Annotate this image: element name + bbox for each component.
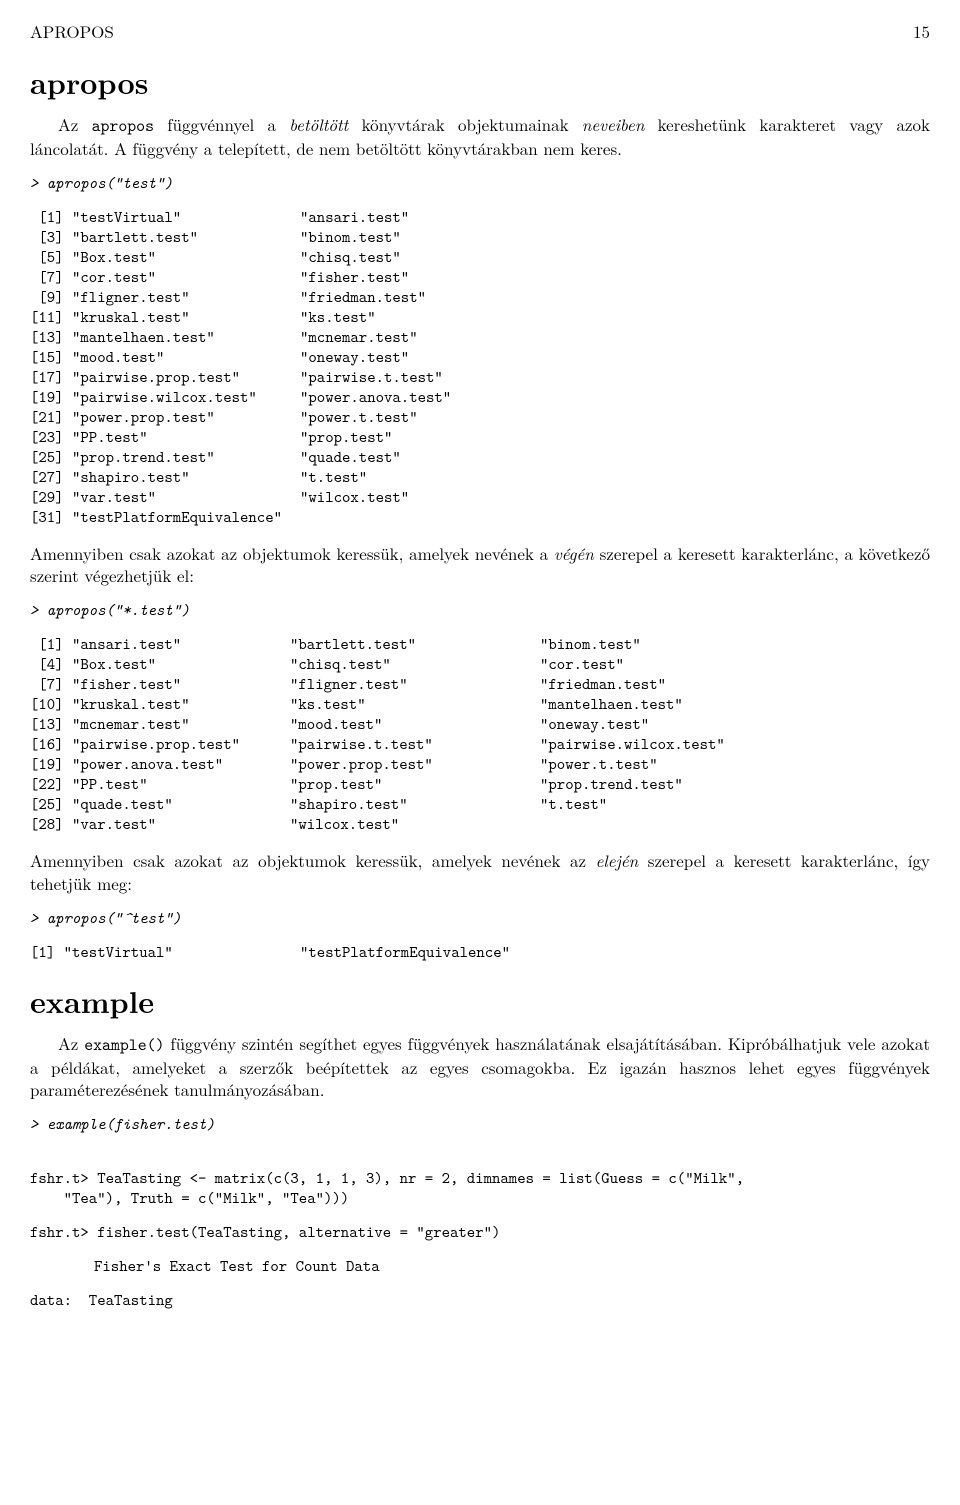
code-output-example-4: data: TeaTasting bbox=[30, 1291, 930, 1311]
table-cell: "oneway.test" bbox=[300, 348, 930, 368]
code-output-example-1: fshr.t> TeaTasting <- matrix(c(3, 1, 1, … bbox=[30, 1149, 930, 1209]
para-apropos-prefix: Amennyiben csak azokat az objektumok ker… bbox=[30, 849, 930, 893]
code-cmd-apropos-2: > apropos("*.test") bbox=[30, 601, 930, 621]
table-cell: [7] "cor.test" bbox=[30, 268, 300, 288]
table-cell: "friedman.test" bbox=[540, 675, 930, 695]
table-cell: "pairwise.wilcox.test" bbox=[540, 735, 930, 755]
out3-left: [1] "testVirtual" bbox=[30, 943, 300, 963]
table-cell: [15] "mood.test" bbox=[30, 348, 300, 368]
table-cell: [27] "shapiro.test" bbox=[30, 468, 300, 488]
table-cell: "cor.test" bbox=[540, 655, 930, 675]
table-cell: [21] "power.prop.test" bbox=[30, 408, 300, 428]
table-cell: [16] "pairwise.prop.test" bbox=[30, 735, 290, 755]
code-output-example-3: Fisher's Exact Test for Count Data bbox=[30, 1257, 930, 1277]
table-cell: [25] "prop.trend.test" bbox=[30, 448, 300, 468]
table-cell: "mantelhaen.test" bbox=[540, 695, 930, 715]
table-cell: "oneway.test" bbox=[540, 715, 930, 735]
table-cell: "shapiro.test" bbox=[290, 795, 540, 815]
output-table-1: [1] "testVirtual""ansari.test" [3] "bart… bbox=[30, 208, 930, 528]
table-cell: [29] "var.test" bbox=[30, 488, 300, 508]
table-cell: [13] "mantelhaen.test" bbox=[30, 328, 300, 348]
section-title-apropos: apropos bbox=[30, 62, 930, 101]
table-cell: "fligner.test" bbox=[290, 675, 540, 695]
table-cell: [3] "bartlett.test" bbox=[30, 228, 300, 248]
table-cell: [1] "ansari.test" bbox=[30, 635, 290, 655]
code-line: fshr.t> fisher.test(TeaTasting, alternat… bbox=[30, 1222, 500, 1243]
table-cell: "bartlett.test" bbox=[290, 635, 540, 655]
table-cell: "wilcox.test" bbox=[290, 815, 540, 835]
table-cell: [11] "kruskal.test" bbox=[30, 308, 300, 328]
table-cell: "ks.test" bbox=[290, 695, 540, 715]
table-cell: "fisher.test" bbox=[300, 268, 930, 288]
page-header: APROPOS 15 bbox=[30, 20, 930, 42]
code-cmd-example-1: > example(fisher.test) bbox=[30, 1115, 930, 1135]
output-table-3: [1] "testVirtual""testPlatformEquivalenc… bbox=[30, 943, 930, 963]
table-cell: [25] "quade.test" bbox=[30, 795, 290, 815]
table-cell: "binom.test" bbox=[300, 228, 930, 248]
para-apropos-intro: Az apropos függvénnyel a betöltött könyv… bbox=[30, 113, 930, 159]
table-cell: [19] "power.anova.test" bbox=[30, 755, 290, 775]
code-line: fshr.t> TeaTasting <- matrix(c(3, 1, 1, … bbox=[30, 1168, 744, 1189]
table-cell bbox=[540, 815, 930, 835]
table-cell: "power.t.test" bbox=[300, 408, 930, 428]
table-cell: "chisq.test" bbox=[300, 248, 930, 268]
table-cell: "friedman.test" bbox=[300, 288, 930, 308]
table-cell: [31] "testPlatformEquivalence" bbox=[30, 508, 300, 528]
code-line: Fisher's Exact Test for Count Data bbox=[94, 1256, 380, 1277]
code-output-example-2: fshr.t> fisher.test(TeaTasting, alternat… bbox=[30, 1223, 930, 1243]
code-line: "Tea"), Truth = c("Milk", "Tea"))) bbox=[30, 1188, 349, 1209]
table-cell: [28] "var.test" bbox=[30, 815, 290, 835]
section-title-example: example bbox=[30, 981, 930, 1020]
page-number: 15 bbox=[913, 20, 930, 42]
table-cell: "power.t.test" bbox=[540, 755, 930, 775]
table-cell: "power.anova.test" bbox=[300, 388, 930, 408]
table-cell: "pairwise.t.test" bbox=[300, 368, 930, 388]
code-cmd-apropos-1: > apropos("test") bbox=[30, 174, 930, 194]
table-cell: [7] "fisher.test" bbox=[30, 675, 290, 695]
table-cell: "chisq.test" bbox=[290, 655, 540, 675]
table-cell bbox=[300, 508, 930, 528]
para-example-intro: Az example() függvény szintén segíthet e… bbox=[30, 1032, 930, 1100]
code-line: data: TeaTasting bbox=[30, 1290, 173, 1311]
table-cell: [19] "pairwise.wilcox.test" bbox=[30, 388, 300, 408]
table-cell: "ks.test" bbox=[300, 308, 930, 328]
table-cell: "binom.test" bbox=[540, 635, 930, 655]
table-cell: "quade.test" bbox=[300, 448, 930, 468]
table-cell: "wilcox.test" bbox=[300, 488, 930, 508]
table-cell: [22] "PP.test" bbox=[30, 775, 290, 795]
table-cell: [17] "pairwise.prop.test" bbox=[30, 368, 300, 388]
table-cell: "ansari.test" bbox=[300, 208, 930, 228]
out3-right: "testPlatformEquivalence" bbox=[300, 943, 930, 963]
table-cell: "pairwise.t.test" bbox=[290, 735, 540, 755]
table-cell: "power.prop.test" bbox=[290, 755, 540, 775]
table-cell: [5] "Box.test" bbox=[30, 248, 300, 268]
table-cell: [23] "PP.test" bbox=[30, 428, 300, 448]
table-cell: "prop.test" bbox=[300, 428, 930, 448]
table-cell: "t.test" bbox=[300, 468, 930, 488]
table-cell: [10] "kruskal.test" bbox=[30, 695, 290, 715]
table-cell: "mood.test" bbox=[290, 715, 540, 735]
table-cell: "mcnemar.test" bbox=[300, 328, 930, 348]
header-left: APROPOS bbox=[30, 20, 114, 42]
table-cell: "prop.trend.test" bbox=[540, 775, 930, 795]
table-cell: [13] "mcnemar.test" bbox=[30, 715, 290, 735]
table-cell: "prop.test" bbox=[290, 775, 540, 795]
table-cell: [9] "fligner.test" bbox=[30, 288, 300, 308]
table-cell: [1] "testVirtual" bbox=[30, 208, 300, 228]
output-table-2: [1] "ansari.test""bartlett.test""binom.t… bbox=[30, 635, 930, 835]
para-apropos-suffix: Amennyiben csak azokat az objektumok ker… bbox=[30, 542, 930, 586]
table-cell: "t.test" bbox=[540, 795, 930, 815]
table-cell: [4] "Box.test" bbox=[30, 655, 290, 675]
code-cmd-apropos-3: > apropos("^test") bbox=[30, 909, 930, 929]
